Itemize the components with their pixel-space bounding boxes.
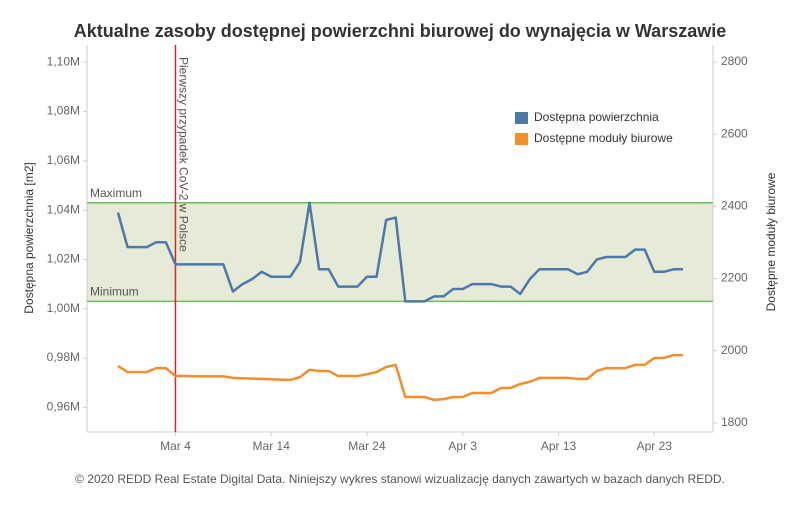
y2-tick-label: 2000 [721,343,748,357]
x-tick-label: Apr 13 [541,439,577,453]
y-tick-label: 1,08M [47,104,80,118]
y2-axis-title: Dostępne moduły biurowe [764,172,778,311]
y-tick-label: 1,10M [47,54,80,68]
series-line [116,201,683,303]
y2-tick-label: 1800 [721,415,748,429]
x-tick-label: Mar 24 [348,439,386,453]
y-tick-label: 1,00M [47,301,80,315]
x-tick-label: Apr 3 [448,439,477,453]
legend-swatch [515,133,528,145]
x-tick-label: Apr 23 [637,439,673,453]
x-tick-label: Mar 4 [160,439,191,453]
y-tick-label: 1,04M [47,202,80,216]
chart-title: Aktualne zasoby dostępnej powierzchni bi… [74,21,726,41]
y2-tick-label: 2600 [721,126,748,140]
series-line [117,353,683,402]
legend-label: Dostępna powierzchnia [534,110,659,124]
y-tick-label: 1,06M [47,153,80,167]
y2-tick-label: 2400 [721,199,748,213]
footer: © 2020 REDD Real Estate Digital Data. Ni… [75,472,725,486]
y2-tick-label: 2200 [721,271,748,285]
y-tick-label: 1,02M [47,252,80,266]
event-label: Pierwszy przypadek CoV-2 w Polsce [176,57,190,252]
y-axis-title: Dostępna powierzchnia [m2] [22,162,36,313]
y2-tick-label: 2800 [721,54,748,68]
x-tick-label: Mar 14 [253,439,291,453]
legend-swatch [515,112,528,124]
y-tick-label: 0,96M [47,400,80,414]
band-label: Minimum [90,285,139,299]
band-label: Maximum [90,186,142,200]
legend-label: Dostępne moduły biurowe [534,131,673,145]
y-tick-label: 0,98M [47,350,80,364]
